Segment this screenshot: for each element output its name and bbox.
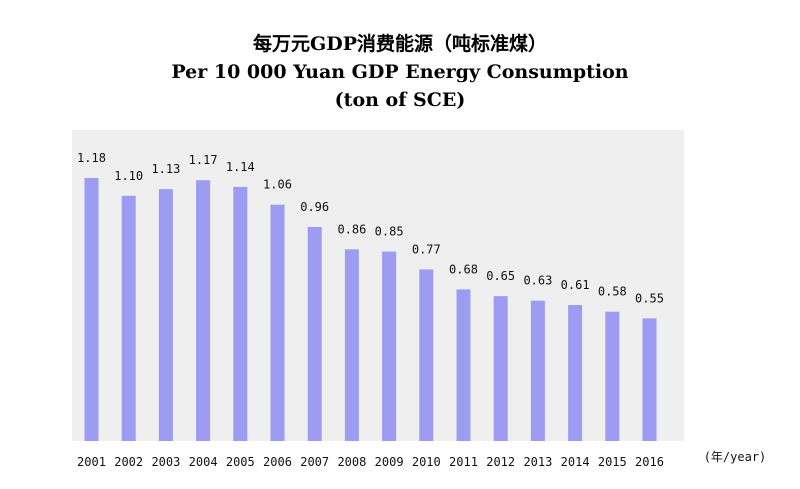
value-label-2016: 0.55 xyxy=(635,291,664,305)
x-tick-labels-group: 2001 2002 2003 2004 2005 2006 2007 2008 2009 2010… xyxy=(77,455,664,469)
value-label-2004: 1.17 xyxy=(189,153,218,167)
bar-2009 xyxy=(382,251,397,441)
x-tick-label-2011: 2011 xyxy=(449,455,478,469)
x-tick-label-2005: 2005 xyxy=(226,455,255,469)
bar-2014 xyxy=(568,305,583,441)
x-tick-label-2010: 2010 xyxy=(412,455,441,469)
x-tick-label-2008: 2008 xyxy=(337,455,366,469)
value-label-2006: 1.06 xyxy=(263,178,292,192)
x-axis-unit-label: (年/year) xyxy=(704,450,767,464)
value-label-2010: 0.77 xyxy=(412,242,441,256)
bar-2010 xyxy=(419,269,434,441)
chart-titles: 每万元GDP消费能源（吨标准煤） Per 10 000 Yuan GDP Ene… xyxy=(0,30,800,114)
x-tick-label-2003: 2003 xyxy=(151,455,180,469)
bar-2004 xyxy=(196,180,211,441)
value-label-2003: 1.13 xyxy=(151,162,180,176)
bar-2011 xyxy=(456,289,471,441)
x-tick-label-2004: 2004 xyxy=(189,455,218,469)
bars-group xyxy=(84,178,657,441)
chart-title: 每万元GDP消费能源（吨标准煤） xyxy=(253,33,547,55)
x-tick-label-2002: 2002 xyxy=(114,455,143,469)
value-label-2009: 0.85 xyxy=(375,225,404,239)
value-label-2005: 1.14 xyxy=(226,160,255,174)
bar-2007 xyxy=(307,227,322,441)
bar-2003 xyxy=(158,189,173,441)
bar-2006 xyxy=(270,204,285,441)
x-tick-label-2009: 2009 xyxy=(375,455,404,469)
bar-2002 xyxy=(121,195,136,441)
x-tick-label-2006: 2006 xyxy=(263,455,292,469)
bar-2008 xyxy=(344,249,359,441)
bar-2015 xyxy=(605,311,620,441)
value-label-2011: 0.68 xyxy=(449,262,478,276)
x-tick-label-2013: 2013 xyxy=(523,455,552,469)
x-tick-label-2001: 2001 xyxy=(77,455,106,469)
bar-2013 xyxy=(530,300,545,441)
value-label-2013: 0.63 xyxy=(523,274,552,288)
value-label-2007: 0.96 xyxy=(300,200,329,214)
value-labels-group: 1.18 1.10 1.13 1.17 1.14 1.06 0.96 0.86 0.85 0.77… xyxy=(77,151,664,305)
x-tick-label-2014: 2014 xyxy=(561,455,590,469)
bar-2012 xyxy=(493,296,508,441)
bar-2001 xyxy=(84,178,99,441)
bar-2005 xyxy=(233,186,248,441)
x-tick-label-2016: 2016 xyxy=(635,455,664,469)
value-label-2012: 0.65 xyxy=(486,269,515,283)
chart-subtitle: Per 10 000 Yuan GDP Energy Consumption xyxy=(171,61,629,83)
bar-2016 xyxy=(642,318,657,441)
chart-unit: (ton of SCE) xyxy=(334,89,466,111)
x-tick-label-2012: 2012 xyxy=(486,455,515,469)
x-tick-label-2015: 2015 xyxy=(598,455,627,469)
x-tick-label-2007: 2007 xyxy=(300,455,329,469)
value-label-2015: 0.58 xyxy=(598,285,627,299)
value-label-2014: 0.61 xyxy=(561,278,590,292)
value-label-2001: 1.18 xyxy=(77,151,106,165)
value-label-2002: 1.10 xyxy=(114,169,143,183)
value-label-2008: 0.86 xyxy=(337,222,366,236)
